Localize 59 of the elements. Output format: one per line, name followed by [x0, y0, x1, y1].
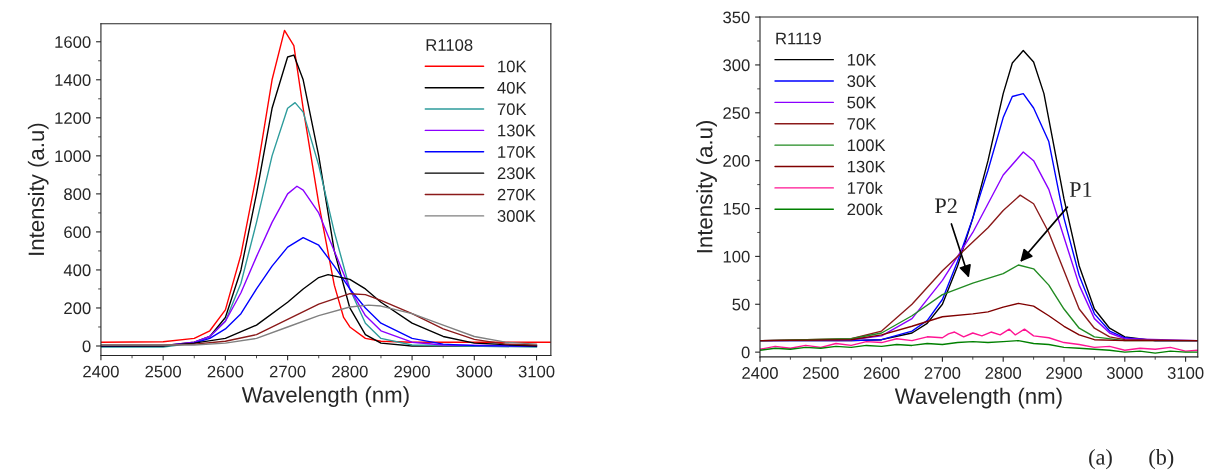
legend-label: 270K	[497, 188, 536, 201]
legend-title: R1108	[426, 39, 473, 51]
y-tick-label: 0	[82, 340, 91, 353]
x-tick-label: 2500	[803, 367, 839, 379]
y-tick-label: 1600	[55, 36, 91, 48]
x-tick-label: 2900	[394, 365, 430, 378]
legend-label: 130K	[847, 160, 886, 173]
x-tick-label: 2700	[924, 367, 961, 379]
y-tick-label: 600	[64, 226, 91, 239]
legend-title: R1119	[776, 32, 821, 45]
y-tick-label: 50	[732, 298, 750, 311]
x-tick-label: 2800	[332, 365, 368, 378]
x-tick-label: 2600	[207, 365, 244, 378]
y-tick-label: 1000	[55, 150, 91, 163]
x-tick-label: 3000	[1106, 367, 1143, 379]
legend-label: 230K	[497, 167, 536, 180]
legend-label: 170K	[498, 145, 536, 158]
legend-label: 200k	[847, 203, 883, 216]
legend-label: 10K	[847, 53, 877, 66]
legend-label: 100K	[847, 139, 886, 152]
legend-label: 70K	[847, 117, 877, 130]
x-tick-label: 2500	[145, 365, 182, 378]
x-tick-label: 3100	[518, 365, 555, 378]
x-tick-label: 2400	[742, 367, 778, 379]
y-tick-label: 150	[723, 202, 750, 215]
y-axis-title: Intensity (a.u)	[696, 121, 717, 253]
text: (b)	[1149, 449, 1174, 470]
y-tick-label: 1400	[55, 74, 91, 86]
x-tick-label: 2400	[83, 365, 119, 378]
legend-label: 70K	[497, 103, 527, 116]
legend-label: 40K	[497, 81, 527, 94]
y-tick-label: 250	[723, 107, 750, 119]
y-tick-label: 200	[64, 302, 91, 315]
x-axis-title: Wavelength (nm)	[241, 386, 409, 408]
x-axis-title: Wavelength (nm)	[894, 387, 1062, 409]
y-tick-label: 100	[723, 250, 750, 263]
x-tick-label: 2800	[985, 367, 1022, 379]
y-tick-label: 800	[64, 188, 91, 201]
legend-label: 10K	[498, 60, 527, 73]
y-tick-label: 350	[723, 11, 750, 24]
y-tick-label: 200	[723, 155, 750, 167]
legend-label: 300K	[497, 210, 536, 222]
y-tick-label: 300	[723, 59, 750, 72]
annotation: P1	[1069, 182, 1092, 197]
y-axis-title: Intensity (a.u)	[27, 123, 49, 255]
x-tick-label: 3100	[1167, 367, 1204, 379]
x-tick-label: 3000	[456, 365, 493, 378]
x-tick-label: 2600	[863, 367, 900, 379]
legend-label: 50K	[847, 96, 877, 109]
y-tick-label: 0	[741, 346, 750, 359]
y-tick-label: 400	[63, 264, 91, 277]
x-tick-label: 2700	[269, 365, 306, 378]
y-tick-label: 1200	[55, 112, 91, 125]
legend-label: 30K	[847, 75, 877, 88]
x-tick-label: 2900	[1046, 367, 1082, 379]
annotation: P2	[935, 198, 957, 214]
text: (a)	[1089, 449, 1112, 470]
legend-label: 130K	[498, 124, 536, 137]
legend-label: 170k	[847, 181, 883, 194]
